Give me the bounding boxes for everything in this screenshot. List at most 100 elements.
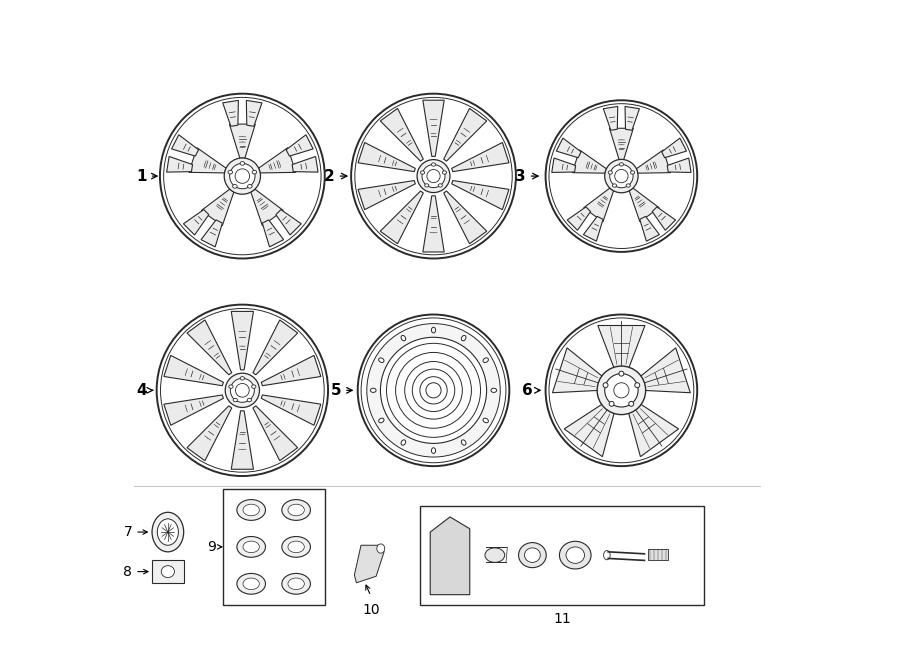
Polygon shape — [187, 406, 232, 461]
Polygon shape — [251, 189, 284, 226]
Ellipse shape — [626, 184, 630, 187]
Polygon shape — [261, 395, 320, 425]
Polygon shape — [423, 100, 445, 156]
Polygon shape — [286, 135, 313, 156]
Ellipse shape — [252, 170, 256, 174]
Polygon shape — [262, 220, 284, 247]
Ellipse shape — [566, 547, 584, 563]
Ellipse shape — [608, 171, 612, 174]
Text: 8: 8 — [123, 565, 148, 579]
Polygon shape — [628, 402, 679, 457]
Polygon shape — [444, 109, 487, 161]
Ellipse shape — [282, 573, 310, 594]
Polygon shape — [572, 150, 607, 173]
Polygon shape — [231, 311, 254, 370]
Polygon shape — [187, 320, 232, 375]
Polygon shape — [423, 196, 445, 252]
Polygon shape — [625, 107, 639, 130]
Polygon shape — [609, 128, 634, 160]
Polygon shape — [381, 109, 423, 161]
Ellipse shape — [233, 399, 238, 402]
Ellipse shape — [431, 163, 436, 166]
Ellipse shape — [431, 327, 436, 333]
Ellipse shape — [152, 512, 184, 552]
Text: 4: 4 — [136, 383, 153, 398]
Polygon shape — [603, 107, 617, 130]
Polygon shape — [652, 207, 676, 230]
Ellipse shape — [483, 358, 489, 363]
Bar — [420, 506, 704, 604]
Ellipse shape — [288, 541, 304, 553]
Polygon shape — [381, 191, 423, 244]
Polygon shape — [564, 402, 615, 457]
Bar — [648, 549, 668, 560]
Text: 5: 5 — [330, 383, 352, 398]
Ellipse shape — [629, 401, 634, 406]
Text: 9: 9 — [207, 540, 216, 554]
Ellipse shape — [282, 536, 310, 557]
Ellipse shape — [603, 383, 608, 388]
Ellipse shape — [597, 366, 645, 414]
Polygon shape — [230, 124, 256, 158]
Ellipse shape — [613, 184, 617, 187]
Polygon shape — [355, 545, 384, 583]
Polygon shape — [556, 138, 581, 158]
Text: 3: 3 — [515, 169, 538, 183]
Ellipse shape — [248, 399, 251, 402]
Text: 1: 1 — [136, 169, 158, 183]
Polygon shape — [583, 188, 614, 222]
Ellipse shape — [243, 541, 259, 553]
Ellipse shape — [237, 500, 266, 520]
Ellipse shape — [462, 336, 466, 341]
Ellipse shape — [634, 383, 640, 388]
Ellipse shape — [379, 358, 384, 363]
Polygon shape — [358, 181, 415, 210]
Ellipse shape — [288, 578, 304, 590]
Ellipse shape — [491, 388, 497, 393]
Ellipse shape — [381, 337, 487, 444]
Ellipse shape — [609, 164, 633, 188]
Text: 10: 10 — [362, 602, 380, 616]
Ellipse shape — [525, 548, 540, 563]
Polygon shape — [189, 148, 226, 173]
Ellipse shape — [237, 536, 266, 557]
Polygon shape — [552, 158, 576, 172]
Polygon shape — [639, 348, 690, 393]
Polygon shape — [629, 188, 659, 222]
Ellipse shape — [605, 373, 638, 407]
Polygon shape — [667, 158, 691, 172]
Ellipse shape — [377, 544, 384, 553]
Ellipse shape — [248, 185, 252, 188]
Polygon shape — [253, 406, 298, 461]
Ellipse shape — [420, 171, 425, 174]
Polygon shape — [166, 156, 193, 172]
Ellipse shape — [224, 158, 260, 194]
Polygon shape — [662, 138, 687, 158]
Ellipse shape — [619, 371, 624, 376]
Polygon shape — [292, 156, 318, 172]
Polygon shape — [452, 181, 509, 210]
Polygon shape — [358, 142, 415, 171]
Polygon shape — [231, 411, 254, 469]
Ellipse shape — [438, 184, 443, 187]
Ellipse shape — [518, 543, 546, 567]
Ellipse shape — [237, 573, 266, 594]
Ellipse shape — [379, 418, 384, 423]
Polygon shape — [430, 517, 470, 594]
Ellipse shape — [228, 170, 232, 174]
Ellipse shape — [367, 324, 500, 457]
Ellipse shape — [560, 542, 591, 569]
Text: 11: 11 — [554, 612, 571, 626]
Bar — [152, 560, 184, 583]
Ellipse shape — [605, 160, 638, 193]
Polygon shape — [202, 189, 234, 226]
Polygon shape — [247, 101, 262, 126]
Ellipse shape — [462, 440, 466, 446]
Ellipse shape — [443, 171, 446, 174]
Ellipse shape — [401, 440, 406, 446]
Polygon shape — [276, 210, 302, 235]
Ellipse shape — [240, 377, 245, 380]
Ellipse shape — [485, 548, 505, 563]
Ellipse shape — [417, 160, 450, 193]
Ellipse shape — [232, 185, 238, 188]
